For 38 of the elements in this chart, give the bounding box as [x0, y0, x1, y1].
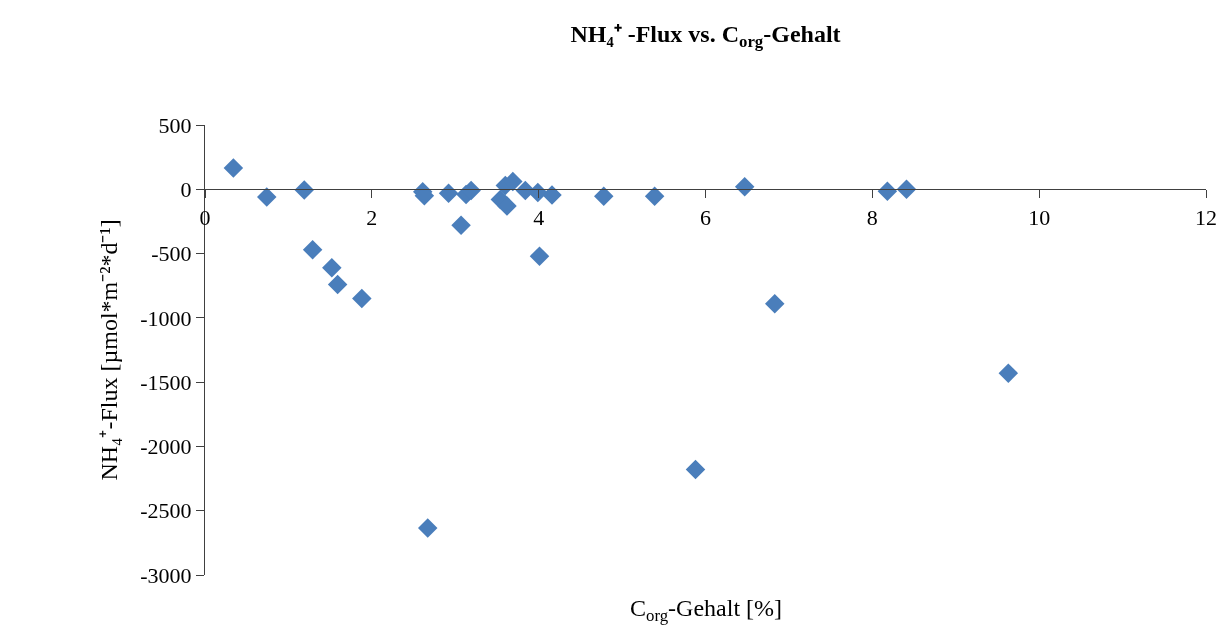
x-axis-title: C$_{org}$-Gehalt [%] [630, 595, 783, 626]
point [417, 518, 438, 538]
chart-title: NH₄⁺ -Flux vs. C$_{org}$-Gehalt [570, 20, 841, 51]
point [644, 186, 665, 207]
point [302, 239, 323, 260]
point [685, 459, 706, 480]
y-tick-label: 0 [180, 176, 192, 202]
x-tick-label: 6 [700, 204, 711, 230]
point [528, 182, 548, 203]
y-tick-label: -1500 [140, 369, 192, 395]
point [327, 274, 348, 295]
point [256, 187, 277, 207]
point [451, 215, 471, 236]
x-tick-label: 8 [866, 204, 878, 230]
point [998, 363, 1019, 383]
point [352, 288, 372, 309]
point [529, 246, 550, 266]
y-tick-label: -3000 [140, 562, 192, 588]
point [497, 196, 517, 216]
point [877, 181, 898, 201]
y-tick-label: -2500 [140, 498, 192, 524]
point [294, 180, 315, 200]
point [322, 257, 342, 278]
y-tick-label: 500 [158, 112, 192, 138]
y-tick-label: -2000 [140, 434, 192, 460]
point [764, 293, 785, 314]
point [542, 185, 562, 205]
y-axis-title: NH₄⁺-Flux [µmol*m⁻²*d⁻¹] [96, 219, 123, 481]
point [438, 183, 459, 203]
y-tick-label: -500 [151, 241, 192, 267]
x-tick-label: 10 [1028, 204, 1051, 230]
point [223, 158, 244, 178]
x-tick-label: 12 [1195, 204, 1217, 230]
point [734, 176, 755, 197]
y-tick-label: -1000 [140, 305, 192, 331]
x-tick-label: 2 [366, 204, 378, 230]
point [593, 186, 614, 207]
x-tick-label: 4 [533, 204, 545, 230]
